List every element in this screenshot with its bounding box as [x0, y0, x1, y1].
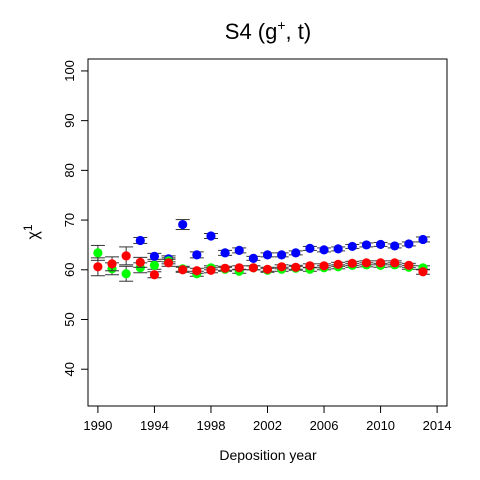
data-point	[135, 257, 145, 267]
data-point	[220, 263, 230, 273]
data-point	[418, 267, 428, 277]
data-point	[333, 259, 343, 269]
y-tick-label: 100	[62, 60, 77, 82]
x-tick-label: 2014	[423, 418, 452, 433]
data-point	[333, 244, 343, 254]
data-point	[248, 253, 258, 263]
data-point	[277, 262, 287, 272]
y-tick-label: 50	[62, 312, 77, 326]
y-tick-label: 90	[62, 113, 77, 127]
y-tick-label: 70	[62, 213, 77, 227]
data-point	[220, 248, 230, 258]
data-point	[291, 262, 301, 272]
data-point	[107, 259, 117, 269]
data-point	[404, 239, 414, 249]
x-tick-label: 2006	[310, 418, 339, 433]
series-2	[90, 246, 430, 280]
y-tick-label: 80	[62, 163, 77, 177]
data-point	[234, 263, 244, 273]
plot-frame	[87, 58, 448, 407]
series-layer	[90, 219, 430, 282]
data-point	[93, 248, 103, 258]
data-point	[390, 258, 400, 268]
data-point	[277, 250, 287, 260]
data-point	[375, 239, 386, 250]
data-point	[178, 219, 188, 230]
data-point	[192, 266, 202, 276]
x-tick-label: 2002	[253, 418, 282, 433]
y-axis-label: χ1	[21, 224, 42, 239]
data-point	[206, 265, 216, 275]
chart-title: S4 (g+, t)	[225, 17, 311, 44]
data-point	[163, 258, 174, 268]
x-tick-label: 1998	[197, 418, 226, 433]
data-point	[234, 245, 244, 255]
data-point	[206, 231, 216, 241]
data-point	[262, 250, 273, 260]
data-point	[291, 248, 301, 258]
data-point	[121, 269, 131, 279]
data-point	[319, 245, 329, 255]
data-point	[347, 241, 357, 252]
data-point	[347, 258, 357, 268]
axis-layer: 1990 1994 1998 2002 2006 2010 2014 40 50 60 70 80 90…	[62, 60, 452, 433]
data-point	[390, 241, 400, 251]
data-point	[248, 263, 258, 273]
data-point	[375, 258, 386, 268]
data-point	[149, 260, 160, 270]
data-point	[149, 251, 160, 261]
x-tick-label: 2010	[366, 418, 395, 433]
data-point	[178, 265, 188, 275]
data-point	[319, 261, 329, 271]
data-point	[192, 250, 202, 260]
data-point	[361, 240, 372, 250]
x-axis-label: Deposition year	[219, 447, 317, 463]
y-tick-label: 40	[62, 362, 77, 376]
data-point	[149, 270, 160, 280]
x-tick-label: 1990	[83, 418, 112, 433]
data-point	[404, 260, 414, 270]
data-point	[418, 234, 428, 245]
x-tick-label: 1994	[140, 418, 169, 433]
data-point	[361, 258, 372, 268]
data-point	[121, 251, 131, 261]
y-tick-label: 60	[62, 263, 77, 277]
data-point	[305, 243, 315, 254]
data-point	[305, 261, 315, 271]
data-point	[93, 262, 103, 272]
series-0	[133, 219, 430, 264]
data-point	[262, 264, 273, 274]
data-point	[135, 235, 145, 246]
